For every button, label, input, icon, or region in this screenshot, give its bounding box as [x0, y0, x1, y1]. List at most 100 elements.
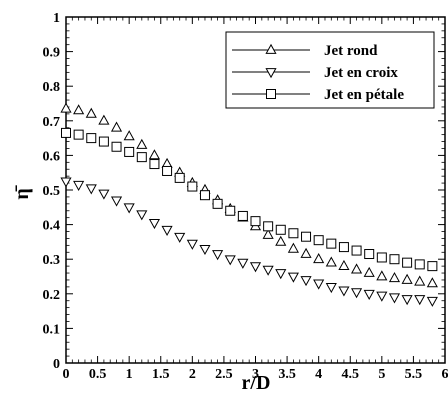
y-tick-label: 0.6	[43, 149, 61, 164]
data-point	[73, 104, 85, 115]
data-point	[224, 255, 236, 266]
data-point	[414, 275, 426, 286]
data-point	[388, 272, 401, 283]
x-tick-label: 4.5	[342, 367, 360, 382]
legend-marker	[265, 43, 277, 54]
y-tick-label: 0.8	[43, 80, 61, 95]
y-axis-label: η̄	[11, 184, 33, 199]
y-tick-label: 0.5	[43, 184, 61, 199]
data-point	[350, 288, 363, 299]
data-point	[136, 152, 147, 163]
data-point	[174, 232, 186, 243]
x-tick-label: 0	[63, 367, 70, 382]
legend-box	[225, 31, 435, 109]
data-point	[351, 245, 362, 256]
y-tick-label: 0.1	[43, 322, 61, 337]
data-point	[249, 262, 262, 273]
data-point	[401, 295, 413, 306]
data-point	[161, 225, 173, 236]
data-point	[250, 216, 261, 227]
data-point	[136, 138, 148, 149]
data-point	[263, 221, 274, 232]
data-point	[313, 252, 325, 264]
data-point	[364, 249, 375, 260]
data-point	[237, 258, 249, 269]
x-tick-label: 4	[315, 367, 322, 382]
data-point	[136, 210, 148, 221]
data-point	[427, 261, 438, 272]
data-point	[338, 259, 350, 270]
data-point	[98, 114, 110, 125]
data-point	[262, 265, 274, 276]
data-point	[124, 146, 135, 157]
y-tick-label: 0.3	[43, 253, 61, 268]
data-point	[414, 295, 426, 306]
data-point	[73, 129, 84, 140]
data-point	[338, 242, 349, 253]
data-point	[212, 198, 223, 209]
data-point	[212, 250, 224, 261]
data-point	[149, 159, 160, 170]
x-tick-label: 1	[126, 367, 133, 382]
data-point	[426, 296, 438, 307]
data-point	[61, 127, 71, 138]
data-point	[174, 172, 185, 183]
x-tick-label: 5	[378, 367, 385, 382]
data-point	[313, 279, 325, 290]
data-point	[199, 244, 211, 256]
y-tick-label: 0	[53, 357, 60, 372]
x-tick-label: 1.5	[152, 367, 170, 382]
x-tick-label: 3.5	[278, 367, 296, 382]
data-point	[237, 210, 248, 221]
data-point	[85, 184, 97, 195]
data-point	[186, 239, 198, 250]
data-point	[60, 102, 72, 113]
data-point	[225, 205, 236, 216]
data-point	[262, 228, 274, 239]
series-1	[60, 177, 438, 307]
data-point	[414, 259, 425, 270]
data-point	[326, 238, 337, 249]
data-point	[199, 190, 210, 201]
data-point	[287, 272, 299, 283]
data-point	[350, 263, 363, 274]
legend-label: Jet en pétale	[324, 87, 404, 103]
data-point	[300, 276, 312, 287]
y-tick-label: 1	[53, 11, 60, 26]
data-point	[187, 181, 198, 192]
legend-label: Jet rond	[324, 43, 378, 59]
data-point	[111, 141, 122, 152]
data-point	[363, 266, 375, 277]
data-point	[60, 177, 72, 188]
data-point	[275, 269, 287, 280]
legend-marker	[266, 89, 276, 99]
x-tick-label: 2	[189, 367, 196, 382]
data-point	[338, 286, 350, 297]
data-point	[110, 121, 123, 132]
y-tick-label: 0.9	[43, 46, 61, 61]
data-point	[376, 270, 388, 281]
data-point	[402, 257, 413, 268]
series-2	[61, 127, 438, 272]
data-point	[162, 165, 173, 176]
data-point	[389, 254, 400, 265]
data-point	[325, 283, 337, 294]
data-point	[85, 107, 97, 118]
data-point	[123, 130, 135, 141]
y-tick-label: 0.7	[43, 115, 61, 130]
x-tick-label: 2.5	[215, 367, 233, 382]
legend-marker	[265, 68, 277, 79]
data-point	[110, 196, 123, 207]
data-point	[73, 180, 85, 192]
legend-label: Jet en croix	[324, 65, 398, 81]
data-point	[388, 293, 401, 304]
data-point	[401, 273, 413, 284]
data-point	[300, 247, 312, 258]
data-point	[86, 133, 97, 144]
legend: Jet rond Jet en croix Jet en pétale	[225, 31, 435, 109]
x-tick-label: 5.5	[405, 367, 423, 382]
y-tick-label: 0.4	[43, 219, 61, 234]
data-point	[313, 235, 324, 246]
data-point	[98, 189, 110, 200]
